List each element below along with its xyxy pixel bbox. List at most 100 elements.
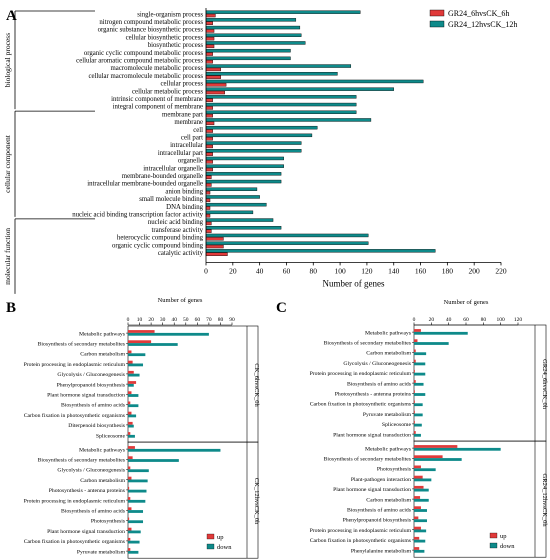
bar-up — [128, 486, 130, 490]
bar-12h — [205, 202, 267, 207]
bar-up — [414, 400, 415, 404]
pathway-label: Plant hormone signal transduction — [333, 487, 411, 493]
bar-6h — [205, 144, 213, 149]
bar-up — [128, 360, 133, 364]
go-term-label: macromolecule metabolic process — [111, 65, 204, 72]
pathway-label: Glycolysis / Gluconeogenesis — [57, 468, 125, 474]
bar-6h — [205, 214, 211, 218]
bar-up — [128, 330, 155, 333]
x-tick-label: 30 — [160, 317, 166, 323]
bar-12h — [205, 149, 302, 153]
bar-up — [128, 401, 131, 405]
legend-label-a: GR24_6hvsCK_6h — [448, 9, 509, 18]
bar-up — [414, 339, 418, 343]
bar-12h — [205, 64, 352, 68]
bar-12h — [205, 164, 284, 168]
bar-down — [414, 529, 427, 533]
go-term-label: cellular metabolic process — [132, 88, 203, 95]
pathway-label: Diterpenoid biosynthesis — [68, 423, 125, 429]
pathway-label: Biosynthesis of amino acids — [347, 507, 412, 514]
bar-down — [128, 469, 149, 473]
go-term-label: organic substance biosynthetic process — [98, 27, 204, 34]
legend-swatch — [206, 533, 215, 540]
bar-down — [414, 488, 429, 492]
bar-down — [414, 539, 426, 543]
bar-down — [414, 393, 426, 396]
x-tick-label: 60 — [195, 317, 201, 323]
bar-up — [414, 420, 415, 424]
bar-up — [128, 370, 134, 374]
panel-label: B — [6, 300, 16, 316]
pathway-label: Photosynthesis — [91, 519, 126, 525]
go-term-label: organic cyclic compound binding — [112, 242, 204, 249]
bar-6h — [205, 183, 212, 187]
x-tick-label: 50 — [183, 317, 189, 323]
bar-down — [414, 423, 422, 427]
bar-12h — [205, 226, 282, 230]
bar-up — [414, 380, 416, 383]
bar-6h — [205, 121, 215, 126]
x-tick-label: 60 — [463, 317, 469, 323]
bar-6h — [205, 129, 213, 133]
go-term-label: nucleic acid binding transcription facto… — [72, 211, 203, 218]
legend-label: down — [500, 543, 515, 550]
subplot-label: CK_6hvsCK_0h — [253, 363, 260, 407]
group-label: cellular component — [3, 134, 12, 193]
x-tick-label-a: 40 — [256, 266, 264, 275]
pathway-label: Biosynthesis of amino acids — [61, 402, 126, 409]
legend-label-a: GR24_12hvsCK_12h — [448, 20, 517, 29]
bar-12h — [205, 241, 369, 245]
x-tick-label-a: 120 — [361, 266, 373, 275]
legend-label: up — [500, 533, 507, 540]
pathway-label: Glycolysis / Gluconeogenesis — [57, 372, 125, 378]
bar-up — [128, 381, 137, 384]
bar-6h — [205, 21, 213, 25]
pathway-label: Carbon fixation in photosynthetic organi… — [310, 401, 412, 408]
go-term-label: intracellular — [170, 142, 204, 149]
bar-up — [128, 507, 132, 511]
pathway-label: Metabolic pathways — [79, 447, 126, 453]
bar-12h — [205, 110, 357, 114]
bar-12h — [205, 79, 424, 84]
legend-swatch-a — [429, 9, 445, 17]
bar-12h — [205, 179, 282, 184]
bar-up — [128, 456, 133, 460]
x-tick-label-a: 20 — [229, 266, 237, 275]
pathway-label: Spliceosome — [96, 433, 126, 439]
go-term-label: membrane part — [162, 111, 203, 118]
bar-down — [414, 372, 426, 376]
legend-label: down — [217, 544, 232, 551]
bar-6h — [205, 167, 213, 172]
pathway-label: Carbon metabolism — [366, 497, 411, 503]
bar-up — [414, 431, 416, 434]
pathway-label: Biosynthesis of secondary metabolites — [38, 457, 126, 464]
pathway-label: Glycolysis / Gluconeogenesis — [343, 361, 411, 367]
bar-up — [128, 527, 132, 531]
bar-12h — [205, 187, 258, 191]
bar-up — [128, 350, 132, 354]
pathway-label: Metabolic pathways — [365, 330, 412, 336]
bar-6h — [205, 252, 228, 256]
pathway-label: Carbon fixation in photosynthetic organi… — [24, 412, 126, 419]
x-tick-label-a: 160 — [415, 266, 427, 275]
bar-up — [414, 445, 458, 448]
legend-swatch — [206, 543, 215, 550]
bar-up — [414, 485, 424, 489]
bar-6h — [205, 75, 221, 79]
go-term-label: cell part — [181, 134, 203, 141]
pathway-label: Phenylalanine metabolism — [351, 548, 412, 554]
bar-up — [414, 496, 421, 499]
bar-6h — [205, 83, 227, 87]
bar-12h — [205, 102, 357, 107]
bar-6h — [205, 237, 224, 241]
bar-6h — [205, 229, 212, 233]
bar-6h — [205, 175, 212, 179]
x-tick-label-a: 60 — [283, 266, 291, 275]
pathway-label: Pyruvate metabolism — [77, 549, 126, 555]
pathway-label: Protein processing in endoplasmic reticu… — [310, 371, 412, 377]
x-tick-label-a: 0 — [204, 266, 208, 275]
bar-down — [414, 413, 423, 417]
x-tick-label: 70 — [206, 317, 212, 323]
bar-up — [414, 369, 415, 373]
pathway-label: Metabolic pathways — [365, 446, 412, 452]
